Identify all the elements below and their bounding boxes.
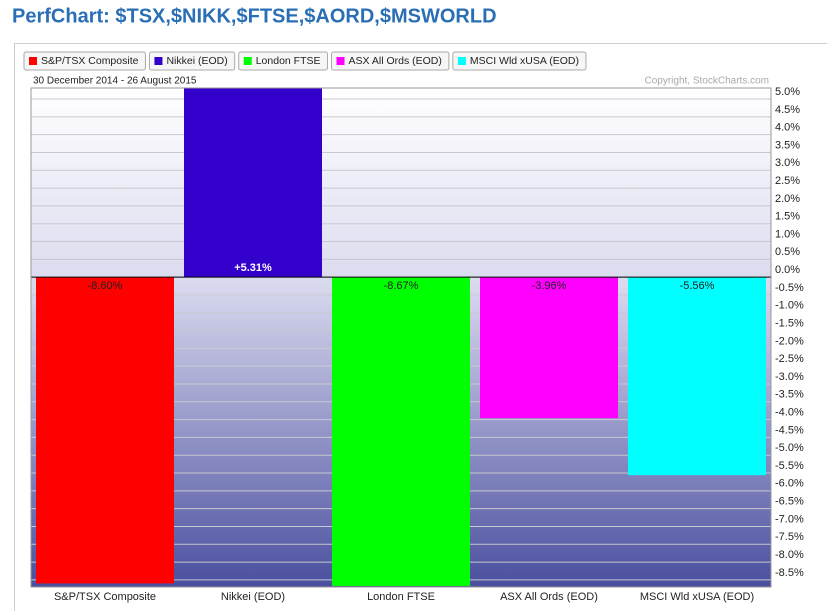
legend-button <box>452 51 587 71</box>
legend-label: ASX All Ords (EOD) <box>349 55 442 67</box>
y-tick-label: -1.0% <box>775 300 804 312</box>
y-tick-label: 3.0% <box>775 157 800 169</box>
value-label: +5.31% <box>234 262 272 274</box>
legend-button <box>238 51 329 71</box>
bar <box>184 88 322 278</box>
legend-swatch <box>243 57 252 65</box>
bar <box>480 277 618 419</box>
x-tick-label: Nikkei (EOD) <box>221 591 285 603</box>
y-tick-label: -3.0% <box>775 371 804 383</box>
y-tick-label: 4.5% <box>775 104 800 116</box>
legend-swatch <box>457 57 466 65</box>
y-tick-label: -0.5% <box>775 282 804 294</box>
legend-label: Nikkei (EOD) <box>166 55 227 67</box>
legend-label: S&P/TSX Composite <box>41 55 139 67</box>
legend-item: ASX All Ords (EOD) <box>331 51 450 71</box>
y-tick-label: -3.5% <box>775 389 804 401</box>
y-tick-label: 1.0% <box>775 228 800 240</box>
y-tick-label: -2.0% <box>775 335 804 347</box>
y-tick-label: 0.5% <box>775 246 800 258</box>
y-tick-label: 0.0% <box>775 264 800 276</box>
value-label: -3.96% <box>532 280 567 292</box>
y-tick-label: -2.5% <box>775 353 804 365</box>
plot-bg-positive <box>31 88 771 278</box>
legend-label: MSCI Wld xUSA (EOD) <box>470 55 579 67</box>
legend-item: S&P/TSX Composite <box>23 51 146 71</box>
y-tick-label: -1.5% <box>775 317 804 329</box>
legend-swatch <box>154 57 163 65</box>
y-tick-label: -5.0% <box>775 442 804 454</box>
x-tick-label: MSCI Wld xUSA (EOD) <box>640 591 754 603</box>
y-tick-label: -4.5% <box>775 424 804 436</box>
legend-swatch <box>336 57 345 65</box>
legend: S&P/TSX Composite Nikkei (EOD) London FTSE… <box>23 51 587 71</box>
value-label: -8.60% <box>88 280 123 292</box>
y-tick-label: 1.5% <box>775 211 800 223</box>
legend-label: London FTSE <box>256 55 321 67</box>
y-tick-label: -8.5% <box>775 567 804 579</box>
y-tick-label: -5.5% <box>775 460 804 472</box>
y-tick-label: 2.0% <box>775 193 800 205</box>
y-tick-label: -7.0% <box>775 513 804 525</box>
y-tick-label: 2.5% <box>775 175 800 187</box>
bar <box>628 277 766 476</box>
legend-item: Nikkei (EOD) <box>148 51 236 71</box>
plot: -8.60% +5.31% -8.67% -3.96% -5.56% <box>30 87 772 588</box>
legend-button <box>23 51 146 71</box>
legend-item: London FTSE <box>238 51 329 71</box>
y-tick-label: -8.0% <box>775 549 804 561</box>
x-tick-label: London FTSE <box>367 591 435 603</box>
y-tick-label: -7.5% <box>775 531 804 543</box>
plot-border <box>30 87 772 588</box>
value-label: -5.56% <box>680 280 715 292</box>
legend-button <box>331 51 450 71</box>
legend-button <box>148 51 236 71</box>
y-tick-label: -6.0% <box>775 478 804 490</box>
x-tick-label: ASX All Ords (EOD) <box>500 591 598 603</box>
legend-swatch <box>29 57 37 65</box>
y-tick-label: -6.5% <box>775 496 804 508</box>
chart-title: PerfChart: $TSX,$NIKK,$FTSE,$AORD,$MSWOR… <box>12 5 497 27</box>
date-range: 30 December 2014 - 26 August 2015 <box>33 76 197 87</box>
y-tick-label: 3.5% <box>775 139 800 151</box>
x-tick-label: S&P/TSX Composite <box>54 591 156 603</box>
legend-item: MSCI Wld xUSA (EOD) <box>452 51 587 71</box>
copyright: Copyright, StockCharts.com <box>645 76 770 87</box>
y-tick-label: -4.0% <box>775 407 804 419</box>
value-label: -8.67% <box>384 280 419 292</box>
y-tick-label: 4.0% <box>775 122 800 134</box>
bar <box>36 277 174 584</box>
bar <box>332 277 470 586</box>
y-tick-label: 5.0% <box>775 86 800 98</box>
